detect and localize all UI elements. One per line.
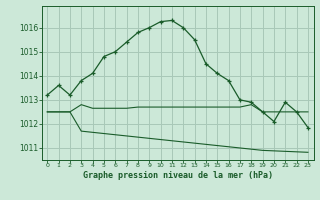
X-axis label: Graphe pression niveau de la mer (hPa): Graphe pression niveau de la mer (hPa)	[83, 171, 273, 180]
